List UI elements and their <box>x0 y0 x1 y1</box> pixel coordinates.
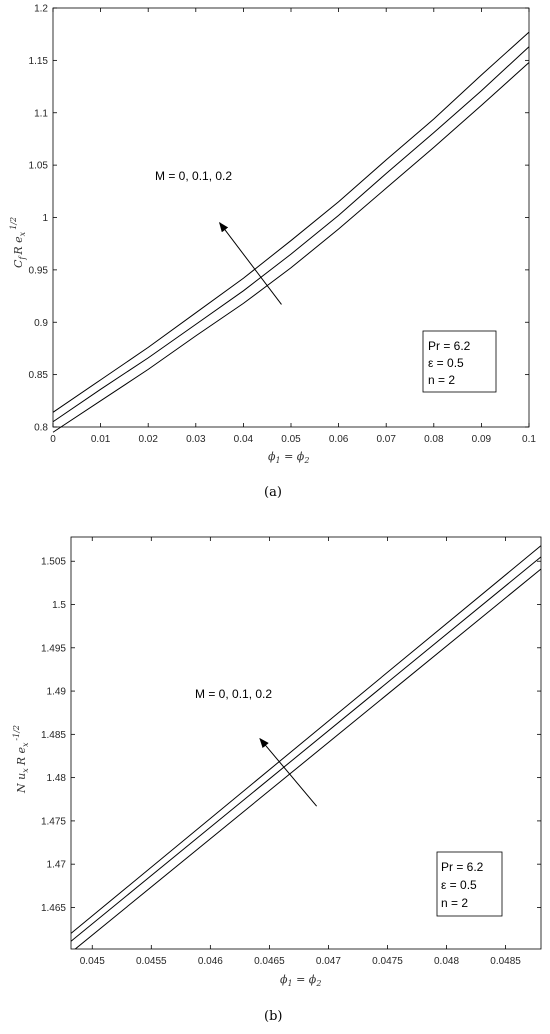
chart-b-xtick-label: 0.046 <box>198 956 223 967</box>
chart-a-ytick-label: 1.15 <box>29 56 49 67</box>
chart-b-annotation: M = 0, 0.1, 0.2 <box>195 687 272 701</box>
chart-b-xtick-label: 0.047 <box>316 956 341 967</box>
chart-a-legend-frame <box>422 330 497 393</box>
chart-a-xtick-label: 0.04 <box>234 434 254 445</box>
chart-a-ytick-label: 0.8 <box>34 423 48 434</box>
chart-a-xtick-label: 0.09 <box>472 434 492 445</box>
chart-b-xtick-label: 0.0465 <box>254 956 285 967</box>
chart-b-ytick-label: 1.47 <box>47 860 67 871</box>
chart-b-ytick-label: 1.5 <box>52 600 66 611</box>
chart-b-ylabel: N uxR ex-1/2 <box>12 725 30 794</box>
chart-a-ytick-label: 0.85 <box>29 370 49 381</box>
chart-b-legend-epsilon: ε = 0.5 <box>441 878 477 892</box>
chart-a-xtick-label: 0.1 <box>522 434 536 445</box>
chart-a-xtick-label: 0.06 <box>329 434 349 445</box>
chart-b-ytick-label: 1.495 <box>41 643 66 654</box>
chart-a-x-ticks: 0 0.01 0.02 0.03 0.04 0.05 0.06 0.07 0.08 0.09 0.1 <box>50 8 536 445</box>
chart-b-ytick-label: 1.465 <box>41 903 66 914</box>
chart-a-series <box>52 31 530 433</box>
chart-b-arrow <box>259 737 318 807</box>
chart-b-y-ticks: 1.465 1.47 1.475 1.48 1.485 1.49 1.495 1.5 1.505 <box>41 557 541 914</box>
chart-a-legend-box: Pr = 6.2 ε = 0.5 n = 2 <box>422 330 497 393</box>
chart-b-xtick-label: 0.045 <box>80 956 105 967</box>
chart-b-ytick-label: 1.505 <box>41 557 66 568</box>
chart-a-y-ticks: 0.8 0.85 0.9 0.95 1 1.05 1.1 1.15 1.2 <box>29 4 529 434</box>
chart-a-ytick-label: 1.1 <box>34 108 48 119</box>
chart-b-series-line-2 <box>71 545 541 934</box>
chart-b-xtick-label: 0.048 <box>434 956 459 967</box>
chart-b: 1.465 1.47 1.475 1.48 1.485 1.49 1.495 1.5 1.505… <box>12 536 542 988</box>
chart-a-xtick-label: 0 <box>50 434 56 445</box>
chart-b-series <box>71 545 541 949</box>
chart-a-xlabel: ϕ1 = ϕ2 <box>268 450 309 465</box>
chart-a-legend-n: n = 2 <box>428 373 455 387</box>
chart-a-series-line-3 <box>52 62 530 433</box>
chart-a-series-line-2 <box>52 31 530 413</box>
chart-a-xtick-label: 0.01 <box>91 434 111 445</box>
chart-b-legend-pr: Pr = 6.2 <box>441 860 484 874</box>
chart-b-xtick-label: 0.0475 <box>372 956 403 967</box>
chart-a-xtick-label: 0.08 <box>424 434 444 445</box>
chart-b-legend-n: n = 2 <box>441 896 468 910</box>
chart-a-xtick-label: 0.02 <box>138 434 158 445</box>
chart-b-xtick-label: 0.0485 <box>490 956 521 967</box>
chart-a-ylabel: CfR ex1/2 <box>9 217 27 268</box>
chart-a-xtick-label: 0.03 <box>186 434 206 445</box>
chart-a-legend-pr: Pr = 6.2 <box>428 339 471 353</box>
chart-b-plot-area <box>70 536 542 950</box>
chart-a-annotation: M = 0, 0.1, 0.2 <box>155 169 232 183</box>
chart-b-ytick-label: 1.485 <box>41 730 66 741</box>
chart-b-xtick-label: 0.0455 <box>136 956 167 967</box>
chart-a-ytick-label: 0.9 <box>34 318 48 329</box>
caption-b: (b) <box>264 1009 282 1024</box>
chart-a-arrow <box>218 221 282 305</box>
chart-b-ytick-label: 1.49 <box>47 687 67 698</box>
chart-b-legend-box: Pr = 6.2 ε = 0.5 n = 2 <box>436 851 503 917</box>
chart-a-xtick-label: 0.05 <box>281 434 301 445</box>
chart-a-ytick-label: 1.2 <box>34 4 48 15</box>
chart-a-ytick-label: 0.95 <box>29 265 49 276</box>
caption-a: (a) <box>264 485 282 500</box>
chart-b-ytick-label: 1.48 <box>47 773 67 784</box>
chart-b-x-ticks: 0.045 0.0455 0.046 0.0465 0.047 0.0475 0.048 0.… <box>80 537 521 967</box>
chart-a-xtick-label: 0.07 <box>376 434 396 445</box>
chart-b-ytick-label: 1.475 <box>41 816 66 827</box>
chart-b-xlabel: ϕ1 = ϕ2 <box>280 973 321 988</box>
chart-a-series-line-1 <box>52 46 530 423</box>
chart-a-legend-epsilon: ε = 0.5 <box>428 356 464 370</box>
chart-a-ytick-label: 1 <box>42 213 48 224</box>
chart-b-series-line-3 <box>74 568 541 949</box>
chart-b-legend-frame <box>436 851 503 917</box>
chart-a-ytick-label: 1.05 <box>29 161 49 172</box>
chart-b-series-line-1 <box>71 556 541 942</box>
